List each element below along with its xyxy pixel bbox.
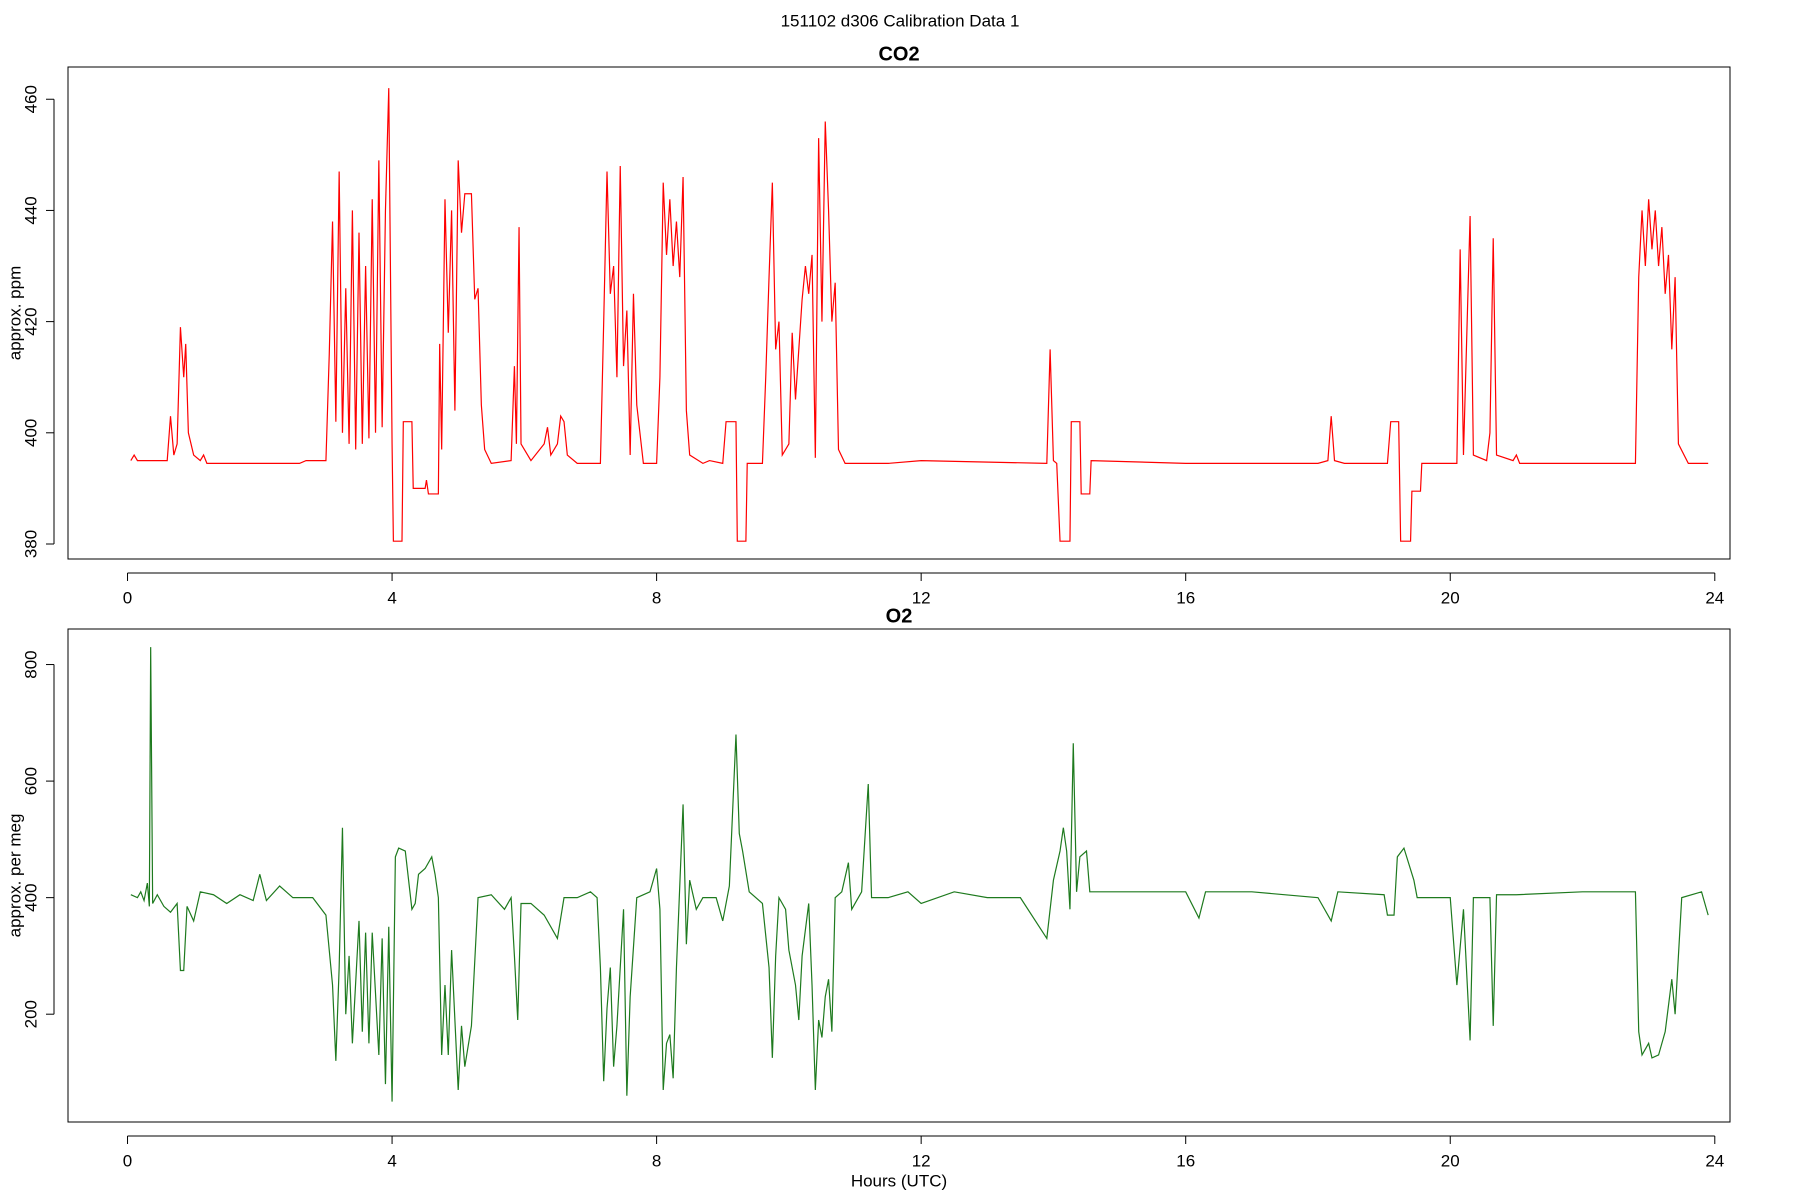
plot-frame — [67, 628, 1731, 1123]
figure-title: 151102 d306 Calibration Data 1 — [781, 11, 1020, 30]
y-tick-label: 380 — [21, 530, 40, 558]
y-axis-label: approx. ppm — [5, 266, 24, 361]
x-tick-label: 12 — [912, 1151, 931, 1170]
x-tick-label: 4 — [387, 1151, 396, 1170]
x-tick-label: 20 — [1441, 588, 1460, 607]
x-tick-label: 0 — [123, 588, 132, 607]
x-tick-label: 8 — [652, 1151, 661, 1170]
x-tick-label: 4 — [387, 588, 396, 607]
panel-title: O2 — [886, 605, 913, 627]
x-axis-label: Hours (UTC) — [851, 1171, 947, 1190]
data-line — [130, 88, 1709, 542]
y-tick-label: 200 — [21, 1000, 40, 1028]
y-tick-label: 460 — [21, 85, 40, 113]
x-tick-label: 0 — [123, 1151, 132, 1170]
panel-title: CO2 — [878, 43, 919, 65]
plot-frame — [67, 66, 1731, 560]
y-tick-label: 600 — [21, 767, 40, 795]
y-tick-label: 400 — [21, 419, 40, 447]
x-tick-label: 20 — [1441, 1151, 1460, 1170]
x-tick-label: 24 — [1705, 1151, 1724, 1170]
data-line — [130, 647, 1709, 1102]
y-tick-label: 440 — [21, 196, 40, 224]
x-tick-label: 24 — [1705, 588, 1724, 607]
y-tick-label: 800 — [21, 650, 40, 678]
y-tick-label: 420 — [21, 307, 40, 335]
x-tick-label: 12 — [912, 588, 931, 607]
y-tick-label: 400 — [21, 883, 40, 911]
x-tick-label: 16 — [1176, 1151, 1195, 1170]
x-tick-label: 8 — [652, 588, 661, 607]
y-axis-label: approx. per meg — [5, 814, 24, 938]
x-tick-label: 16 — [1176, 588, 1195, 607]
